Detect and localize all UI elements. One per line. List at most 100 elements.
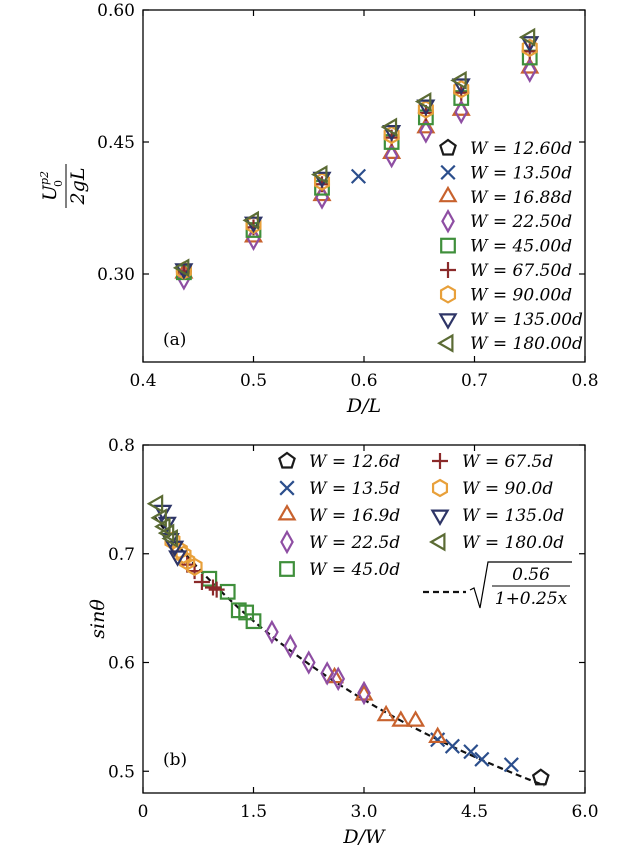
- panel-a-x-tick-label: 0.4: [129, 371, 156, 391]
- fit-legend-radical: [469, 561, 572, 609]
- fit-legend-denominator: 1+0.25x: [495, 589, 568, 609]
- panel-a-legend-marker: [439, 138, 457, 156]
- panel-a-point: [522, 58, 537, 83]
- panel-a-legend-marker: [438, 313, 458, 330]
- panel-b-x-axis: 0 1.5 3.0 4.5 6.0: [138, 445, 599, 822]
- panel-b-legend-label: W = 45.0d: [309, 560, 400, 580]
- panel-a-x-label: D/L: [346, 395, 381, 417]
- panel-b-point: [204, 579, 221, 596]
- y-label-numerator: U: [39, 184, 61, 201]
- panel-b-x-label: D/W: [342, 826, 386, 848]
- panel-b-point: [444, 738, 460, 754]
- panel-b-point: [165, 540, 185, 558]
- panel-a-y-label: Up20 2gL: [38, 164, 89, 208]
- panel-a-x-tick-label: 0.7: [461, 371, 488, 391]
- panel-b-point: [301, 650, 316, 675]
- panel-a-legend-marker: [440, 164, 456, 180]
- panel-b-legend-label: W = 12.6d: [309, 452, 400, 472]
- panel-b-data-layer: [146, 494, 550, 786]
- panel-a-legend: W = 12.60d W = 13.50d W = 16.88d W = 22.50d…: [436, 138, 583, 354]
- panel-b-point: [146, 494, 164, 514]
- panel-b-point: [474, 751, 490, 767]
- panel-a-point: [384, 143, 399, 169]
- panel-b-point: [406, 710, 426, 727]
- panel-a-point: [521, 38, 538, 58]
- panel-a-x-axis: 0.4 0.5 0.6 0.7 0.8: [129, 10, 599, 391]
- fit-curve: [153, 515, 545, 787]
- panel-b-legend-marker: [431, 478, 449, 498]
- panel-b-point: [320, 661, 335, 686]
- panel-a-point: [172, 258, 190, 278]
- panel-b-point: [354, 684, 374, 701]
- panel-a-label: (a): [163, 330, 186, 350]
- panel-a-point: [414, 91, 432, 112]
- panel-b-point: [391, 710, 411, 727]
- panel-a-legend-label: W = 12.60d: [470, 139, 572, 159]
- panel-b-label: (b): [163, 750, 187, 770]
- y-label-denominator: 2gL: [67, 168, 89, 206]
- panel-a-point: [246, 226, 261, 252]
- panel-a-legend-label: W = 22.50d: [470, 212, 572, 232]
- panel-a-legend-label: W = 90.00d: [470, 285, 572, 305]
- panel-b-point: [245, 613, 262, 630]
- panel-a-legend-marker: [440, 237, 456, 254]
- panel-b-point: [193, 574, 210, 591]
- panel-a-legend-marker: [439, 285, 457, 304]
- svg-text:Up20: Up20: [38, 171, 65, 201]
- panel-a-legend-label: W = 135.00d: [470, 310, 583, 330]
- panel-b-legend-marker: [279, 480, 295, 496]
- panel-a-legend-marker: [438, 185, 458, 203]
- panel-a-legend-label: W = 45.00d: [470, 237, 572, 257]
- panel-b-legend-marker: [277, 503, 297, 521]
- panel-b-y-tick-label: 0.8: [108, 436, 135, 456]
- panel-a-point: [417, 100, 434, 119]
- panel-a-point: [453, 79, 470, 99]
- panel-b-point: [150, 508, 167, 528]
- panel-b-point: [161, 528, 178, 549]
- panel-a-point: [416, 116, 436, 134]
- panel-a-y-axis: 0.30 0.45 0.60: [97, 1, 585, 285]
- panel-a-data-layer: [172, 27, 540, 291]
- panel-b-x-tick-label: 1.5: [240, 802, 267, 822]
- panel-b-legend-marker: [280, 529, 294, 555]
- panel-b-point: [186, 557, 203, 577]
- panel-a-legend-label: W = 180.00d: [470, 334, 583, 354]
- panel-b-legend-marker: [430, 509, 450, 527]
- panel-a-legend-marker: [440, 262, 456, 278]
- panel-b-legend-label: W = 90.0d: [462, 479, 553, 499]
- panel-a-x-tick-label: 0.8: [571, 371, 598, 391]
- panel-b-legend-label: W = 22.5d: [309, 533, 400, 553]
- panel-b-x-tick-label: 6.0: [571, 802, 598, 822]
- panel-b-point: [208, 581, 225, 598]
- chart-panel-a: 0.4 0.5 0.6 0.7 0.8 0.30 0.45 0.60 (a) D/L Up2…: [38, 1, 599, 417]
- panel-b-y-label: sinθ: [87, 599, 109, 639]
- panel-b-y-tick-label: 0.7: [108, 545, 135, 565]
- panel-a-legend-marker: [436, 333, 454, 353]
- panel-a-legend-marker: [441, 208, 455, 234]
- panel-b-point: [357, 680, 371, 706]
- panel-a-point: [419, 119, 433, 144]
- panel-b-legend-label: W = 67.5d: [462, 452, 553, 472]
- panel-a-y-tick-label: 0.45: [97, 133, 135, 153]
- panel-a-point: [383, 125, 400, 145]
- panel-b-y-axis: 0.5 0.6 0.7 0.8: [108, 436, 585, 782]
- panel-b-point: [168, 550, 188, 567]
- panel-a-point: [454, 99, 469, 125]
- panel-a-legend-label: W = 67.50d: [470, 261, 572, 281]
- panel-a-point: [450, 70, 467, 90]
- panel-a-x-tick-label: 0.5: [240, 371, 267, 391]
- panel-b-x-tick-label: 0: [138, 802, 149, 822]
- panel-a-y-tick-label: 0.30: [97, 265, 135, 285]
- panel-b-legend-marker: [428, 532, 446, 552]
- fit-legend-numerator: 0.56: [512, 565, 550, 585]
- y-label-superscript: p2: [38, 171, 51, 185]
- panel-b-legend-label: W = 16.9d: [309, 506, 400, 526]
- panel-a-point: [350, 168, 367, 184]
- panel-b-y-tick-label: 0.5: [108, 762, 135, 782]
- panel-b-legend-label: W = 180.0d: [462, 533, 564, 553]
- panel-b-point: [265, 619, 279, 645]
- panel-b-x-tick-label: 3.0: [350, 802, 377, 822]
- panel-b-point: [331, 666, 346, 692]
- fit-legend-entry: 0.56 1+0.25x: [423, 561, 572, 609]
